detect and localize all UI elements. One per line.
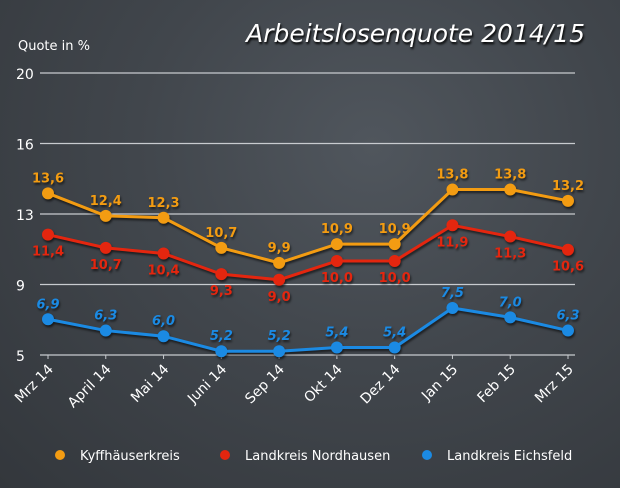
x-tick-label: Jan 15 <box>418 362 461 405</box>
data-point <box>42 187 54 200</box>
legend-label: Kyffhäuserkreis <box>80 449 180 464</box>
data-label: 6,9 <box>36 297 59 312</box>
legend-item: Landkreis Eichsfeld <box>422 449 572 464</box>
data-label: 11,9 <box>436 235 468 250</box>
data-point <box>157 330 170 343</box>
data-point <box>562 243 574 256</box>
legend-item: Landkreis Nordhausen <box>220 449 390 464</box>
y-tick-label: 13 <box>16 208 34 224</box>
data-label: 10,4 <box>148 263 180 278</box>
x-tick-label: Feb 15 <box>474 362 519 407</box>
data-point <box>446 219 459 232</box>
data-point <box>215 241 228 254</box>
y-axis-label: Quote in % <box>18 39 90 54</box>
data-label: 10,7 <box>205 226 237 241</box>
data-point <box>273 256 286 269</box>
x-tick-label: Dez 14 <box>358 361 404 407</box>
data-point <box>157 211 170 224</box>
x-tick-label: April 14 <box>65 361 115 411</box>
series-2: 6,9 6,3 6,0 5,2 5,2 5,4 5,4 7,5 7,0 6,3 <box>36 286 580 358</box>
data-point <box>446 302 459 314</box>
data-label: 12,4 <box>90 194 122 209</box>
data-label: 10,9 <box>321 222 353 237</box>
data-label: 6,0 <box>152 314 175 329</box>
x-tick-label: Mrz 14 <box>12 361 57 406</box>
legend-marker-icon <box>55 450 65 460</box>
data-point <box>562 194 574 207</box>
data-point <box>504 230 517 243</box>
x-tick-label: Mai 14 <box>128 361 172 405</box>
data-label: 12,3 <box>148 196 180 211</box>
data-point <box>330 255 343 267</box>
data-label: 5,2 <box>268 329 291 344</box>
legend-label: Landkreis Eichsfeld <box>447 449 572 464</box>
x-tick-label: Mrz 15 <box>532 362 577 407</box>
data-point <box>504 183 517 196</box>
data-point <box>504 311 517 324</box>
legend-marker-icon <box>220 450 230 460</box>
series-line <box>47 188 569 265</box>
data-point <box>42 313 54 326</box>
data-point <box>42 228 54 241</box>
data-label: 9,0 <box>268 290 291 305</box>
x-tick-label: Juni 14 <box>184 361 230 407</box>
data-point <box>330 341 343 354</box>
data-point <box>215 345 228 358</box>
data-label: 5,4 <box>325 325 348 340</box>
data-label: 10,0 <box>321 271 353 286</box>
data-label: 7,5 <box>441 286 464 301</box>
y-tick-label: 20 <box>16 67 34 83</box>
data-point <box>99 241 112 254</box>
data-label: 10,9 <box>379 222 411 237</box>
data-label: 5,4 <box>383 325 406 340</box>
data-label: 9,9 <box>268 241 291 256</box>
data-label: 5,2 <box>210 329 233 344</box>
data-point <box>388 255 401 267</box>
data-point <box>330 238 343 251</box>
data-label: 10,0 <box>379 271 411 286</box>
y-tick-label: 5 <box>16 349 25 365</box>
data-label: 13,6 <box>32 171 64 186</box>
data-point <box>388 341 401 354</box>
x-tick-label: Sep 14 <box>242 361 288 407</box>
data-label: 7,0 <box>499 295 522 310</box>
legend-item: Kyffhäuserkreis <box>55 449 180 464</box>
series-1: 11,4 10,7 10,4 9,3 9,0 10,0 10,0 11,9 11,3 10,6 <box>32 219 584 305</box>
data-point <box>562 324 574 337</box>
data-point <box>273 273 286 286</box>
legend-marker-icon <box>422 450 432 460</box>
data-point <box>273 345 286 358</box>
data-label: 10,6 <box>552 260 584 275</box>
series-line <box>47 223 569 282</box>
data-point <box>157 247 170 260</box>
data-label: 13,2 <box>552 179 584 194</box>
data-label: 11,4 <box>32 245 64 260</box>
x-tick-label: Okt 14 <box>301 361 346 406</box>
chart-title: Arbeitslosenquote 2014/15 <box>244 19 585 48</box>
data-label: 6,3 <box>556 309 579 324</box>
y-tick-label: 9 <box>16 279 25 295</box>
data-point <box>99 209 112 222</box>
series-0: 13,6 12,4 12,3 10,7 9,9 10,9 10,9 13,8 13,8 13,2 <box>32 168 584 269</box>
data-point <box>99 324 112 337</box>
data-label: 13,8 <box>494 168 526 183</box>
data-label: 9,3 <box>210 284 233 299</box>
data-label: 11,3 <box>494 247 526 262</box>
data-label: 10,7 <box>90 258 122 273</box>
y-tick-label: 16 <box>16 138 34 154</box>
data-label: 13,8 <box>436 168 468 183</box>
series-line <box>47 306 569 353</box>
data-point <box>388 238 401 251</box>
data-label: 6,3 <box>94 309 117 324</box>
legend-label: Landkreis Nordhausen <box>245 449 390 464</box>
data-point <box>215 268 228 281</box>
data-point <box>446 183 459 196</box>
